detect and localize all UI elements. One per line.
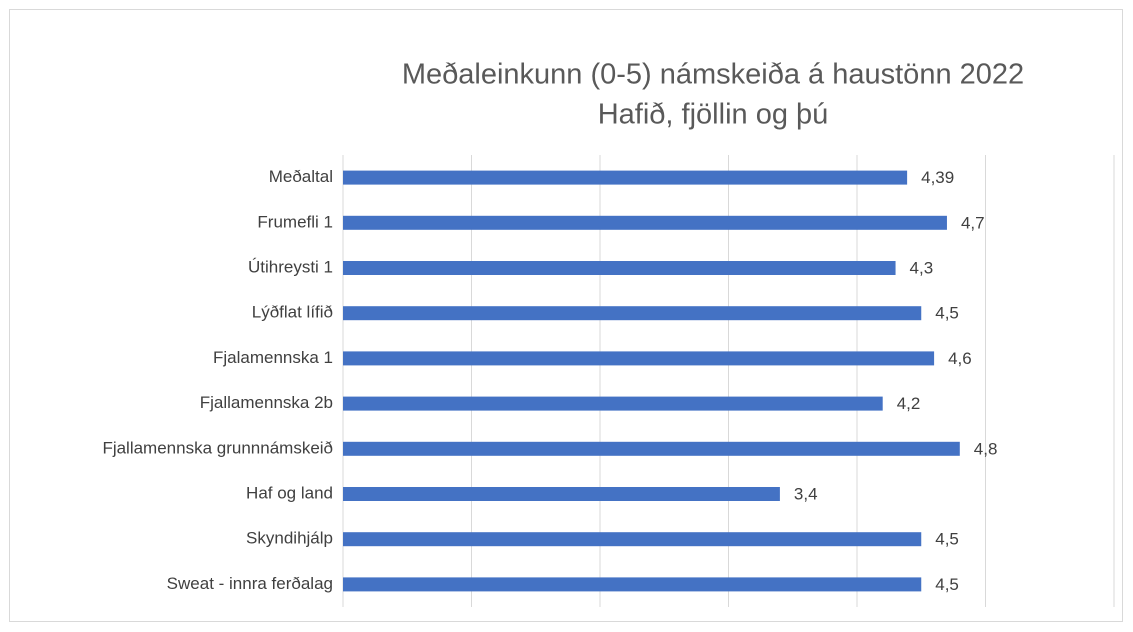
data-label: 4,7 [961,213,985,232]
bar [343,170,908,185]
bar [343,487,780,501]
bar [343,396,883,411]
bar [343,215,947,230]
y-tick-label: Lýðflat lífið [252,303,333,322]
data-label: 4,2 [897,394,921,413]
bar [343,306,922,321]
data-label: 4,5 [935,575,959,594]
bar [343,261,896,275]
bar [343,532,922,547]
y-tick-label: Haf og land [246,483,333,502]
data-label: 3,4 [794,484,818,503]
bar [343,577,922,592]
chart-subtitle: Hafið, fjöllin og þú [598,99,829,131]
chart-title: Meðaleinkunn (0-5) námskeiða á haustönn … [402,59,1024,91]
y-tick-label: Útihreysti 1 [248,257,333,276]
bar [343,441,960,456]
data-label: 4,39 [921,168,954,187]
data-label: 4,6 [948,349,972,368]
data-label: 4,5 [935,304,959,323]
y-tick-label: Fjallamennska 2b [200,393,333,412]
y-tick-label: Meðaltal [269,167,333,186]
y-tick-label: Sweat - innra ferðalag [167,574,333,593]
data-label: 4,8 [974,439,998,458]
y-tick-label: Fjallamennska grunnnámskeið [102,438,333,457]
data-label: 4,5 [935,530,959,549]
y-tick-label: Frumefli 1 [257,212,333,231]
y-tick-label: Skyndihjálp [246,529,333,548]
data-label: 4,3 [910,258,934,277]
bar [343,351,935,366]
y-tick-label: Fjalamennska 1 [213,348,333,367]
